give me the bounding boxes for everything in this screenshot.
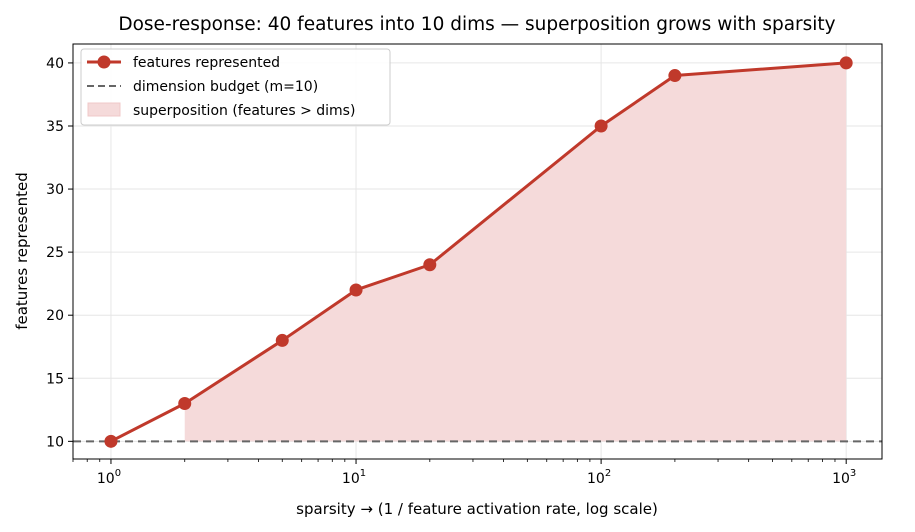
- y-tick-label: 15: [46, 371, 64, 387]
- y-tick-label: 30: [46, 182, 64, 198]
- y-axis-label: features represented: [13, 172, 31, 330]
- legend-label-dimension-budget: dimension budget (m=10): [133, 79, 318, 95]
- chart-title: Dose-response: 40 features into 10 dims …: [118, 14, 835, 35]
- legend-marker-features: [97, 55, 111, 69]
- y-tick-label: 20: [46, 308, 64, 324]
- legend-swatch-superposition: [87, 102, 121, 117]
- legend: features represented dimension budget (m…: [80, 48, 391, 126]
- data-point: [349, 283, 363, 297]
- superposition-fill-layer: [184, 62, 847, 442]
- legend-label-features: features represented: [133, 55, 280, 71]
- data-point: [104, 434, 118, 448]
- y-axis-ticks: 10 15 20 25 30 35 40: [46, 56, 73, 450]
- x-tick-label: 100: [97, 468, 121, 487]
- data-point: [275, 333, 289, 347]
- y-tick-label: 35: [46, 119, 64, 135]
- x-tick-label: 102: [587, 468, 611, 487]
- y-tick-label: 10: [46, 434, 64, 450]
- data-point: [668, 69, 682, 83]
- y-tick-label: 40: [46, 56, 64, 72]
- x-tick-label: 101: [342, 468, 366, 487]
- data-point: [594, 119, 608, 133]
- features-series-layer: [104, 56, 853, 448]
- features-represented-line: [110, 61, 847, 443]
- x-axis-label: sparsity → (1 / feature activation rate,…: [296, 500, 658, 518]
- x-tick-label: 103: [832, 468, 856, 487]
- legend-box: [80, 48, 391, 126]
- y-tick-label: 25: [46, 245, 64, 261]
- plot-frame: [72, 43, 883, 460]
- data-point: [178, 396, 192, 410]
- data-point: [839, 56, 853, 70]
- superposition-area: [184, 62, 847, 442]
- legend-label-superposition: superposition (features > dims): [133, 103, 355, 119]
- x-axis-ticks: 100 101 102 103: [72, 459, 856, 487]
- data-point: [423, 258, 437, 272]
